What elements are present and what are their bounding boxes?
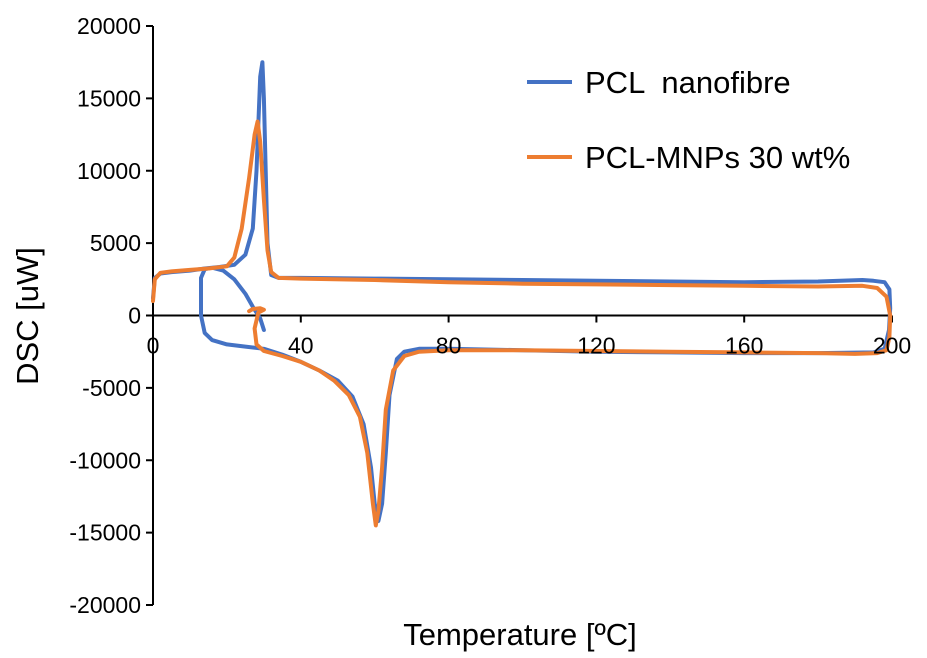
y-tick-label: 5000 <box>90 230 141 256</box>
y-tick-label: -5000 <box>82 375 141 401</box>
y-tick-label: 10000 <box>77 158 141 184</box>
y-tick-label: 15000 <box>77 85 141 111</box>
x-tick-label: 200 <box>873 333 911 359</box>
legend-label-1: PCL nanofibre <box>585 65 791 100</box>
x-tick-label: 160 <box>725 333 763 359</box>
x-tick-label: 40 <box>288 333 314 359</box>
y-tick-label: -20000 <box>69 592 141 618</box>
x-tick-label: 0 <box>147 333 160 359</box>
y-tick-label: 20000 <box>77 13 141 39</box>
y-tick-label: -10000 <box>69 447 141 473</box>
y-tick-label: -15000 <box>69 520 141 546</box>
axes <box>146 25 893 606</box>
y-axis-title: DSC [uW] <box>10 247 45 385</box>
legend: PCL nanofibre PCL-MNPs 30 wt% <box>527 65 850 175</box>
x-tick-label: 120 <box>577 333 615 359</box>
series-line-1 <box>151 60 893 523</box>
y-tick-label: 0 <box>128 303 141 329</box>
x-axis-title: Temperature [ºC] <box>403 617 637 652</box>
x-tick-label: 80 <box>436 333 462 359</box>
series-line-2 <box>151 119 893 528</box>
tick-labels: 20000150001000050000-5000-10000-15000-20… <box>69 13 911 618</box>
plot-area <box>151 60 893 528</box>
legend-label-2: PCL-MNPs 30 wt% <box>585 140 850 175</box>
